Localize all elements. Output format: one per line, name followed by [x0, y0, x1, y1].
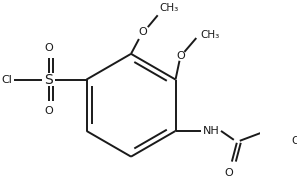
- Text: O: O: [45, 106, 53, 116]
- Text: O: O: [45, 43, 53, 53]
- Text: CH₃: CH₃: [160, 3, 179, 13]
- Text: CH₃: CH₃: [291, 136, 297, 146]
- Text: S: S: [45, 73, 53, 87]
- Text: Cl: Cl: [1, 75, 12, 85]
- Text: O: O: [138, 27, 147, 37]
- Text: O: O: [176, 51, 185, 61]
- Text: NH: NH: [203, 126, 220, 136]
- Text: O: O: [225, 167, 233, 177]
- Text: CH₃: CH₃: [200, 30, 219, 40]
